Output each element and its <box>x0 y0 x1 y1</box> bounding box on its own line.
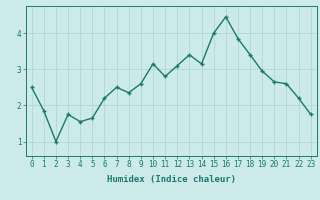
X-axis label: Humidex (Indice chaleur): Humidex (Indice chaleur) <box>107 175 236 184</box>
